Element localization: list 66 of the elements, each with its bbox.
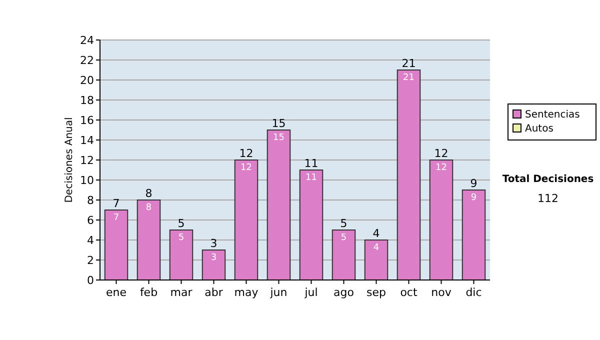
total-label: 11: [304, 157, 318, 170]
x-tick-label: sep: [366, 286, 386, 299]
data-label: 5: [178, 233, 184, 243]
text: 112: [538, 192, 558, 205]
x-tick-label: nov: [431, 286, 452, 299]
bar: [202, 250, 226, 280]
y-tick-label: 24: [80, 34, 94, 47]
x-tick-label: jul: [304, 286, 318, 299]
y-tick-label: 4: [87, 234, 94, 247]
bar: [234, 160, 258, 280]
total-label: 12: [434, 147, 448, 160]
y-tick-label: 20: [80, 74, 94, 87]
data-label: 9: [470, 193, 477, 203]
bar: [299, 170, 324, 280]
x-tick-label: ago: [334, 286, 354, 299]
bar: [104, 210, 128, 280]
total-label: 8: [145, 187, 152, 200]
x-tick-label: jun: [269, 286, 288, 299]
bar: [396, 70, 421, 280]
total-label: 15: [272, 117, 286, 130]
x-tick-label: abr: [204, 286, 224, 299]
total-label: 3: [210, 237, 218, 250]
y-tick-label: 8: [87, 194, 94, 207]
y-tick-label: 12: [80, 154, 94, 167]
total-label: 7: [112, 197, 120, 210]
data-label: 12: [240, 163, 252, 173]
data-label: 15: [273, 133, 284, 143]
total-label: 21: [402, 57, 416, 70]
x-tick-label: ene: [106, 286, 127, 299]
total-label: 5: [178, 217, 185, 230]
y-tick-label: 14: [80, 134, 94, 147]
y-tick-label: 16: [80, 114, 94, 127]
legend-label: Sentencias: [525, 110, 580, 120]
bar: [136, 200, 161, 280]
total-label: 4: [372, 227, 380, 240]
x-tick-label: mar: [170, 286, 193, 299]
total-label: 5: [340, 217, 348, 230]
data-label: 8: [146, 203, 152, 213]
y-axis-title: Decisiones Anual: [64, 117, 75, 203]
data-label: 3: [210, 253, 217, 263]
data-label: 4: [373, 243, 380, 253]
data-label: 12: [436, 163, 447, 173]
x-tick-label: oct: [400, 286, 418, 299]
y-tick-label: 10: [80, 174, 94, 187]
bar: [332, 230, 356, 280]
bar: [364, 240, 388, 280]
y-tick-label: 22: [80, 54, 94, 67]
y-tick-label: 6: [87, 214, 94, 227]
y-tick-label: 2: [87, 254, 94, 267]
data-label: 7: [113, 213, 120, 223]
text: Total Decisiones: [502, 174, 594, 185]
x-tick-label: dic: [466, 286, 482, 299]
bar: [266, 130, 291, 280]
bar: [462, 190, 486, 280]
y-tick-label: 18: [80, 94, 94, 107]
legend-label: Autos: [525, 124, 554, 134]
total-label: 12: [239, 147, 254, 160]
x-tick-label: may: [234, 286, 259, 299]
data-label: 11: [306, 173, 317, 183]
data-label: 21: [403, 73, 414, 83]
bar: [169, 230, 194, 280]
y-tick-label: 0: [87, 274, 94, 287]
total-label: 9: [470, 177, 478, 190]
bar: [429, 160, 454, 280]
x-tick-label: feb: [140, 286, 158, 299]
data-label: 5: [340, 233, 347, 243]
